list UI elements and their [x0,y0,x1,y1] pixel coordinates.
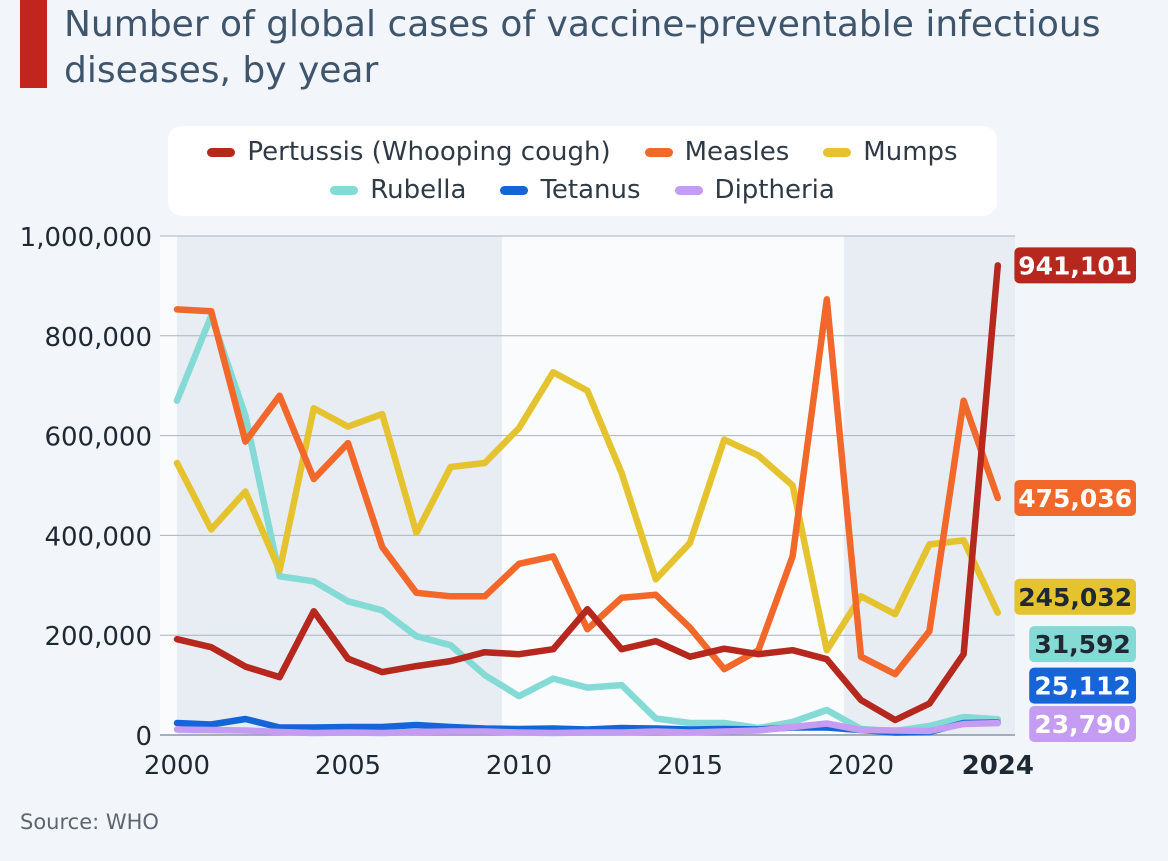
legend-item-measles: Measles [644,135,790,169]
series-line-pertussis-whooping-cough [173,262,1002,724]
end-label-box [1014,578,1136,615]
legend-row-1: Pertussis (Whooping cough) Measles Mumps [168,135,997,169]
legend-row-2: Rubella Tetanus Diptheria [168,173,997,207]
end-label-diptheria: 23,790 [1029,706,1136,743]
legend-item-mumps: Mumps [823,135,958,169]
x-tick-label: 2005 [315,751,381,781]
legend-label-tetanus: Tetanus [540,175,641,205]
legend-label-mumps: Mumps [863,137,958,167]
x-tick-label: 2024 [962,751,1034,781]
legend-item-rubella: Rubella [330,173,466,207]
end-label-box [1014,479,1136,516]
end-label-value: 475,036 [1018,484,1132,513]
end-label-measles: 475,036 [1014,479,1136,516]
x-tick-label: 2000 [144,751,210,781]
end-label-mumps: 245,032 [1014,578,1136,615]
end-label-value: 31,592 [1034,630,1130,659]
series-line-mumps [173,368,1002,654]
series-line-diptheria [173,719,1002,737]
end-label-value: 941,101 [1018,251,1132,280]
legend-swatch-diptheria [674,185,703,195]
series-line-measles [173,296,1002,678]
end-label-pertussis-whooping-cough: 941,101 [1014,247,1136,284]
chart-title: Number of global cases of vaccine-preven… [64,4,1101,91]
x-tick-label: 2020 [828,751,894,781]
end-label-value: 245,032 [1018,583,1132,612]
line-chart: 0 200,000 400,000 600,000 800,000 1,000,000 20… [20,223,1136,781]
y-tick-label: 400,000 [44,522,152,552]
end-label-box [1029,706,1136,743]
x-tick-label: 2015 [657,751,723,781]
legend-item-tetanus: Tetanus [500,173,641,207]
end-label-value: 23,790 [1034,710,1130,739]
y-tick-label: 200,000 [44,622,152,652]
y-tick-label: 0 [135,722,152,752]
y-tick-label: 800,000 [44,323,152,353]
legend-label-diptheria: Diptheria [714,175,835,205]
title-accent-bar [20,0,47,88]
legend-item-pertussis-whooping-cough: Pertussis (Whooping cough) [207,135,611,169]
legend-swatch-measles [644,147,673,157]
source-note: Source: WHO [20,810,159,834]
legend-swatch-tetanus [500,185,529,195]
x-tick-label: 2010 [486,751,552,781]
legend-swatch-rubella [330,185,359,195]
end-label-box [1014,247,1136,284]
legend-swatch-mumps [823,147,852,157]
legend-label-measles: Measles [684,137,790,167]
end-label-rubella: 31,592 [1029,626,1136,663]
series-lines [173,262,1002,737]
end-label-box [1029,667,1136,704]
y-tick-label: 600,000 [44,423,152,453]
end-label-box [1029,626,1136,663]
legend-swatch-pertussis-whooping-cough [207,147,236,157]
legend-label-rubella: Rubella [370,175,467,205]
end-label-value: 25,112 [1034,672,1130,701]
legend-label-pertussis-whooping-cough: Pertussis (Whooping cough) [247,137,611,167]
shaded-period-2 [843,236,1015,735]
chart-legend: Pertussis (Whooping cough) Measles Mumps R… [168,126,997,216]
y-tick-label: 1,000,000 [20,223,152,253]
legend-item-diptheria: Diptheria [674,173,835,207]
end-label-tetanus: 25,112 [1029,667,1136,704]
